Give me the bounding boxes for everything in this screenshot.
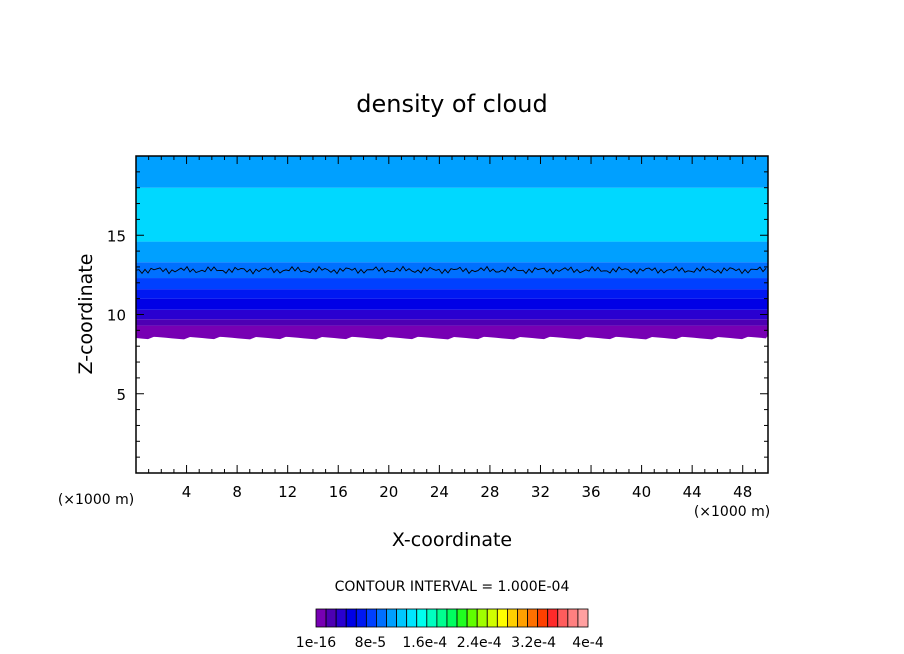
colorbar-swatch [426, 608, 438, 628]
x-unit-left: (×1000 m) [58, 492, 134, 508]
colorbar-swatch [507, 608, 518, 628]
colorbar-swatch [325, 608, 337, 628]
cloud-base-edge [136, 334, 768, 340]
contour-lines [135, 265, 767, 275]
colorbar [315, 608, 589, 628]
colorbar-label: 8e-5 [355, 635, 386, 651]
y-axis-title: Z-coordinate [75, 254, 97, 375]
colorbar-swatch [335, 608, 347, 628]
plot-area [136, 156, 768, 340]
colorbar-swatch [547, 608, 559, 628]
y-tick-label: 10 [107, 307, 126, 325]
colorbar-swatch [436, 608, 448, 628]
density-band-2 [136, 309, 768, 320]
y-tick-label: 15 [107, 227, 126, 245]
colorbar-swatch [396, 608, 408, 628]
density-band-0 [136, 325, 768, 337]
y-ticks: 5 10 15 [107, 171, 768, 458]
colorbar-swatch [567, 608, 579, 628]
colorbar-swatch [376, 608, 387, 628]
density-band-6 [136, 262, 768, 279]
colorbar-swatch [527, 608, 539, 628]
colorbar-swatch [476, 608, 488, 628]
colorbar-label: 2.4e-4 [457, 635, 502, 651]
colorbar-swatch [557, 608, 569, 628]
x-tick-label: 40 [632, 483, 651, 501]
colorbar-label: 4e-4 [572, 635, 604, 651]
colorbar-swatch [486, 608, 498, 628]
colorbar-swatch [406, 608, 418, 628]
x-tick-label: 20 [379, 483, 398, 501]
density-band-1 [136, 319, 768, 326]
x-tick-label: 28 [480, 483, 499, 501]
x-tick-label: 24 [430, 483, 449, 501]
x-tick-label: 44 [683, 483, 702, 501]
colorbar-swatch [345, 608, 357, 628]
x-tick-label: 12 [278, 483, 297, 501]
x-ticks: 4 8 12 16 20 24 28 32 36 40 44 48 [148, 156, 756, 501]
colorbar-swatch [416, 608, 428, 628]
colorbar-swatch [577, 608, 589, 628]
x-tick-label: 16 [329, 483, 348, 501]
colorbar-swatch [456, 608, 468, 628]
x-axis-title: X-coordinate [392, 529, 512, 551]
density-band-3 [136, 298, 768, 310]
x-tick-label: 48 [733, 483, 752, 501]
colorbar-swatch [355, 608, 367, 628]
density-band-7 [136, 241, 768, 263]
colorbar-swatch [496, 608, 508, 628]
density-band-4 [136, 289, 768, 299]
colorbar-swatch [315, 608, 327, 628]
density-band-9 [136, 156, 768, 188]
colorbar-label: 1.6e-4 [402, 635, 447, 651]
colorbar-label: 3.2e-4 [511, 635, 556, 651]
density-band-8 [136, 187, 768, 242]
x-tick-label: 4 [182, 483, 192, 501]
colorbar-label: 1e-16 [296, 635, 336, 651]
colorbar-swatch [537, 608, 549, 628]
colorbar-swatch [386, 608, 397, 628]
y-tick-label: 5 [116, 386, 126, 404]
x-tick-label: 36 [581, 483, 600, 501]
x-unit-right: (×1000 m) [694, 504, 770, 520]
x-tick-label: 32 [531, 483, 550, 501]
colorbar-swatch [365, 608, 377, 628]
colorbar-labels: 1e-16 8e-5 1.6e-4 2.4e-4 3.2e-4 4e-4 [296, 635, 604, 651]
contour-interval-label: CONTOUR INTERVAL = 1.000E-04 [335, 579, 570, 595]
x-tick-label: 8 [232, 483, 242, 501]
density-band-5 [136, 278, 768, 290]
colorbar-swatch [517, 608, 528, 628]
chart-title: density of cloud [356, 90, 547, 118]
colorbar-swatch [446, 608, 458, 628]
colorbar-swatch [466, 608, 478, 628]
contour-line [135, 265, 767, 275]
